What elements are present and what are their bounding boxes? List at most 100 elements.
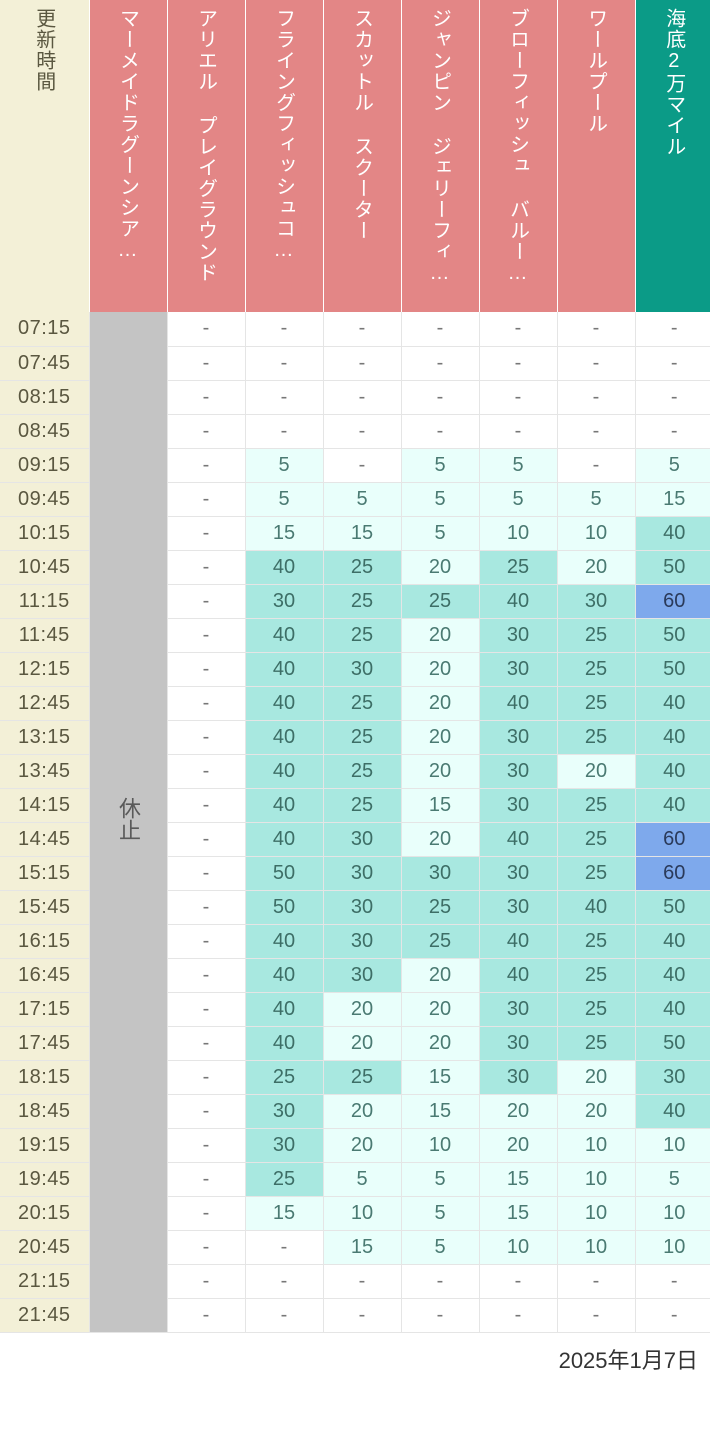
value-cell: - — [167, 1094, 245, 1128]
value-cell: - — [557, 312, 635, 346]
time-cell: 18:45 — [0, 1094, 89, 1128]
time-cell: 08:45 — [0, 414, 89, 448]
value-cell: 30 — [479, 720, 557, 754]
value-cell: 20 — [323, 992, 401, 1026]
value-cell: 40 — [479, 584, 557, 618]
value-cell: 20 — [401, 686, 479, 720]
value-cell: 10 — [635, 1196, 710, 1230]
table-row: 07:15休止------- — [0, 312, 710, 346]
value-cell: - — [557, 346, 635, 380]
value-cell: 20 — [479, 1094, 557, 1128]
time-cell: 14:45 — [0, 822, 89, 856]
value-cell: - — [167, 482, 245, 516]
value-cell: 40 — [635, 924, 710, 958]
value-cell: 40 — [245, 924, 323, 958]
value-cell: 30 — [635, 1060, 710, 1094]
value-cell: - — [635, 414, 710, 448]
value-cell: 40 — [635, 686, 710, 720]
value-cell: 40 — [245, 652, 323, 686]
value-cell: - — [167, 720, 245, 754]
value-cell: - — [167, 822, 245, 856]
value-cell: 25 — [323, 754, 401, 788]
value-cell: 20 — [401, 618, 479, 652]
value-cell: 20 — [401, 958, 479, 992]
value-cell: 5 — [401, 1230, 479, 1264]
time-cell: 11:45 — [0, 618, 89, 652]
header-time: 更新時間 — [0, 0, 89, 312]
value-cell: 30 — [479, 788, 557, 822]
value-cell: 20 — [323, 1026, 401, 1060]
value-cell: 10 — [401, 1128, 479, 1162]
time-cell: 14:15 — [0, 788, 89, 822]
value-cell: 25 — [323, 1060, 401, 1094]
value-cell: 20 — [401, 720, 479, 754]
value-cell: 25 — [557, 992, 635, 1026]
value-cell: 25 — [323, 720, 401, 754]
value-cell: 60 — [635, 584, 710, 618]
value-cell: 40 — [635, 992, 710, 1026]
value-cell: 40 — [635, 1094, 710, 1128]
value-cell: 25 — [557, 924, 635, 958]
value-cell: - — [167, 448, 245, 482]
value-cell: - — [323, 346, 401, 380]
time-cell: 12:45 — [0, 686, 89, 720]
value-cell: - — [479, 380, 557, 414]
time-cell: 13:45 — [0, 754, 89, 788]
header-col-0: マーメイドラグーンシア… — [89, 0, 167, 312]
value-cell: 15 — [323, 1230, 401, 1264]
value-cell: - — [167, 1060, 245, 1094]
value-cell: 20 — [401, 822, 479, 856]
value-cell: - — [245, 1298, 323, 1332]
value-cell: - — [557, 1264, 635, 1298]
value-cell: 30 — [479, 652, 557, 686]
value-cell: - — [167, 346, 245, 380]
time-cell: 13:15 — [0, 720, 89, 754]
value-cell: - — [401, 380, 479, 414]
value-cell: 60 — [635, 822, 710, 856]
value-cell: 25 — [245, 1060, 323, 1094]
value-cell: 30 — [245, 1094, 323, 1128]
value-cell: 5 — [245, 448, 323, 482]
time-cell: 17:15 — [0, 992, 89, 1026]
value-cell: - — [167, 1026, 245, 1060]
time-cell: 16:15 — [0, 924, 89, 958]
value-cell: - — [635, 1298, 710, 1332]
value-cell: 5 — [635, 448, 710, 482]
value-cell: 25 — [323, 788, 401, 822]
value-cell: 30 — [479, 618, 557, 652]
value-cell: - — [323, 1264, 401, 1298]
value-cell: - — [323, 380, 401, 414]
value-cell: 25 — [557, 720, 635, 754]
header-row: 更新時間マーメイドラグーンシア…アリエル プレイグラウンドフライングフィッシュコ… — [0, 0, 710, 312]
value-cell: 5 — [401, 1196, 479, 1230]
value-cell: 25 — [557, 618, 635, 652]
value-cell: - — [245, 1264, 323, 1298]
value-cell: - — [167, 1196, 245, 1230]
value-cell: 40 — [635, 788, 710, 822]
value-cell: - — [323, 312, 401, 346]
value-cell: 30 — [401, 856, 479, 890]
value-cell: 30 — [323, 856, 401, 890]
time-cell: 07:45 — [0, 346, 89, 380]
value-cell: 10 — [557, 1162, 635, 1196]
value-cell: 40 — [635, 754, 710, 788]
value-cell: 5 — [635, 1162, 710, 1196]
value-cell: 50 — [635, 890, 710, 924]
value-cell: 30 — [557, 584, 635, 618]
value-cell: 20 — [401, 652, 479, 686]
value-cell: - — [167, 924, 245, 958]
value-cell: - — [245, 312, 323, 346]
closed-cell: 休止 — [89, 312, 167, 1332]
value-cell: 25 — [323, 584, 401, 618]
value-cell: 40 — [245, 686, 323, 720]
value-cell: - — [323, 1298, 401, 1332]
value-cell: - — [401, 1264, 479, 1298]
value-cell: 30 — [323, 890, 401, 924]
value-cell: 15 — [479, 1162, 557, 1196]
value-cell: 20 — [401, 550, 479, 584]
time-cell: 17:45 — [0, 1026, 89, 1060]
value-cell: - — [167, 380, 245, 414]
value-cell: 15 — [323, 516, 401, 550]
time-cell: 12:15 — [0, 652, 89, 686]
time-cell: 19:15 — [0, 1128, 89, 1162]
